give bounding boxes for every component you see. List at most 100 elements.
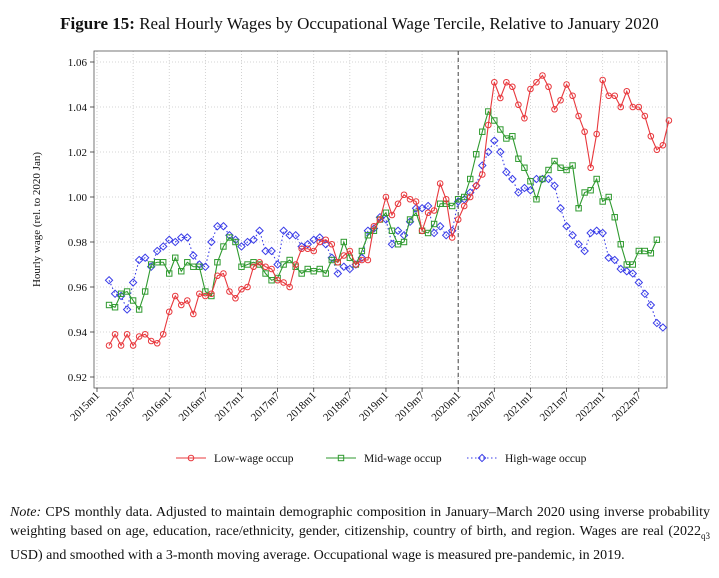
data-point (190, 263, 197, 270)
data-point (485, 108, 492, 115)
data-point (291, 230, 300, 240)
data-point (171, 292, 179, 300)
data-point (491, 117, 498, 124)
x-tick-label: 2015m7 (104, 389, 138, 423)
data-point (539, 72, 546, 79)
data-point (520, 183, 529, 193)
data-point (166, 270, 173, 277)
data-point (640, 289, 650, 299)
data-point (214, 272, 221, 280)
series-high-wage-occup (104, 136, 668, 332)
data-point (304, 265, 311, 273)
data-point (387, 239, 397, 249)
data-point (448, 234, 456, 241)
y-tick-label: 0.94 (68, 327, 88, 339)
data-point (593, 130, 600, 138)
data-point (394, 241, 402, 248)
data-point (508, 174, 517, 184)
data-point (646, 300, 656, 310)
gridlines (94, 51, 667, 388)
data-point (580, 246, 589, 256)
data-point (340, 238, 348, 246)
data-point (328, 256, 335, 264)
series-line (108, 110, 658, 311)
data-point (521, 164, 528, 171)
data-point (568, 230, 577, 240)
data-point (176, 233, 186, 242)
data-point (232, 294, 239, 302)
data-point (502, 167, 511, 177)
x-tick-label: 2020m1 (429, 390, 463, 424)
data-point (575, 205, 582, 212)
data-point (455, 196, 462, 203)
data-point (592, 226, 601, 236)
data-point (249, 235, 258, 245)
data-point (207, 237, 216, 247)
data-point (382, 209, 390, 216)
data-point (436, 180, 444, 187)
y-tick-label: 1.02 (68, 147, 87, 159)
data-point (515, 155, 522, 162)
legend-label: Low-wage occup (214, 453, 294, 465)
data-point (491, 78, 498, 86)
data-point (477, 161, 487, 170)
data-point (599, 198, 606, 205)
data-point (376, 216, 384, 223)
data-point (177, 301, 185, 309)
data-point (515, 101, 522, 109)
data-point (406, 195, 414, 203)
data-point (587, 164, 594, 172)
data-point (292, 261, 299, 268)
data-point (244, 283, 251, 291)
legend-marker (337, 454, 345, 462)
data-point (532, 174, 541, 184)
data-point (232, 238, 239, 246)
data-point (213, 221, 222, 231)
data-point (545, 166, 552, 174)
y-axis-label: Hourly wage (rel. to 2020 Jan) (31, 152, 43, 287)
data-point (159, 330, 167, 338)
legend-label: Mid-wage occup (364, 453, 442, 465)
data-point (429, 228, 439, 238)
data-point (634, 278, 644, 287)
data-point (286, 256, 293, 264)
data-point (503, 135, 510, 142)
data-point (629, 261, 636, 268)
data-point (393, 226, 403, 236)
data-point (279, 226, 288, 236)
data-point (665, 117, 673, 124)
x-tick-label: 2019m7 (393, 389, 427, 423)
data-point (303, 239, 313, 249)
data-point (623, 261, 630, 268)
data-point (184, 297, 191, 304)
figure-note: Note: CPS monthly data. Adjusted to main… (10, 503, 710, 565)
note-subscript: q3 (701, 530, 710, 541)
data-point (599, 76, 606, 84)
x-tick-label: 2021m1 (502, 390, 536, 424)
data-point (140, 253, 150, 263)
series-mid-wage-occup (105, 108, 661, 313)
data-point (201, 262, 210, 272)
data-point (604, 253, 614, 263)
data-point (250, 259, 257, 266)
data-point (346, 247, 354, 255)
data-point (497, 94, 504, 102)
data-point (388, 211, 396, 219)
data-point (509, 133, 516, 140)
data-point (533, 196, 540, 203)
data-point (647, 250, 655, 257)
data-point (539, 175, 546, 183)
data-point (448, 202, 456, 210)
data-point (310, 247, 318, 255)
data-point (406, 216, 414, 223)
data-point (479, 128, 486, 135)
data-point (635, 103, 643, 111)
data-point (647, 132, 655, 140)
data-point (280, 279, 287, 286)
x-tick-label: 2016m7 (176, 389, 210, 423)
y-tick-label: 0.96 (68, 282, 88, 294)
data-point (628, 269, 638, 278)
data-point (473, 151, 480, 158)
data-point (581, 128, 588, 136)
